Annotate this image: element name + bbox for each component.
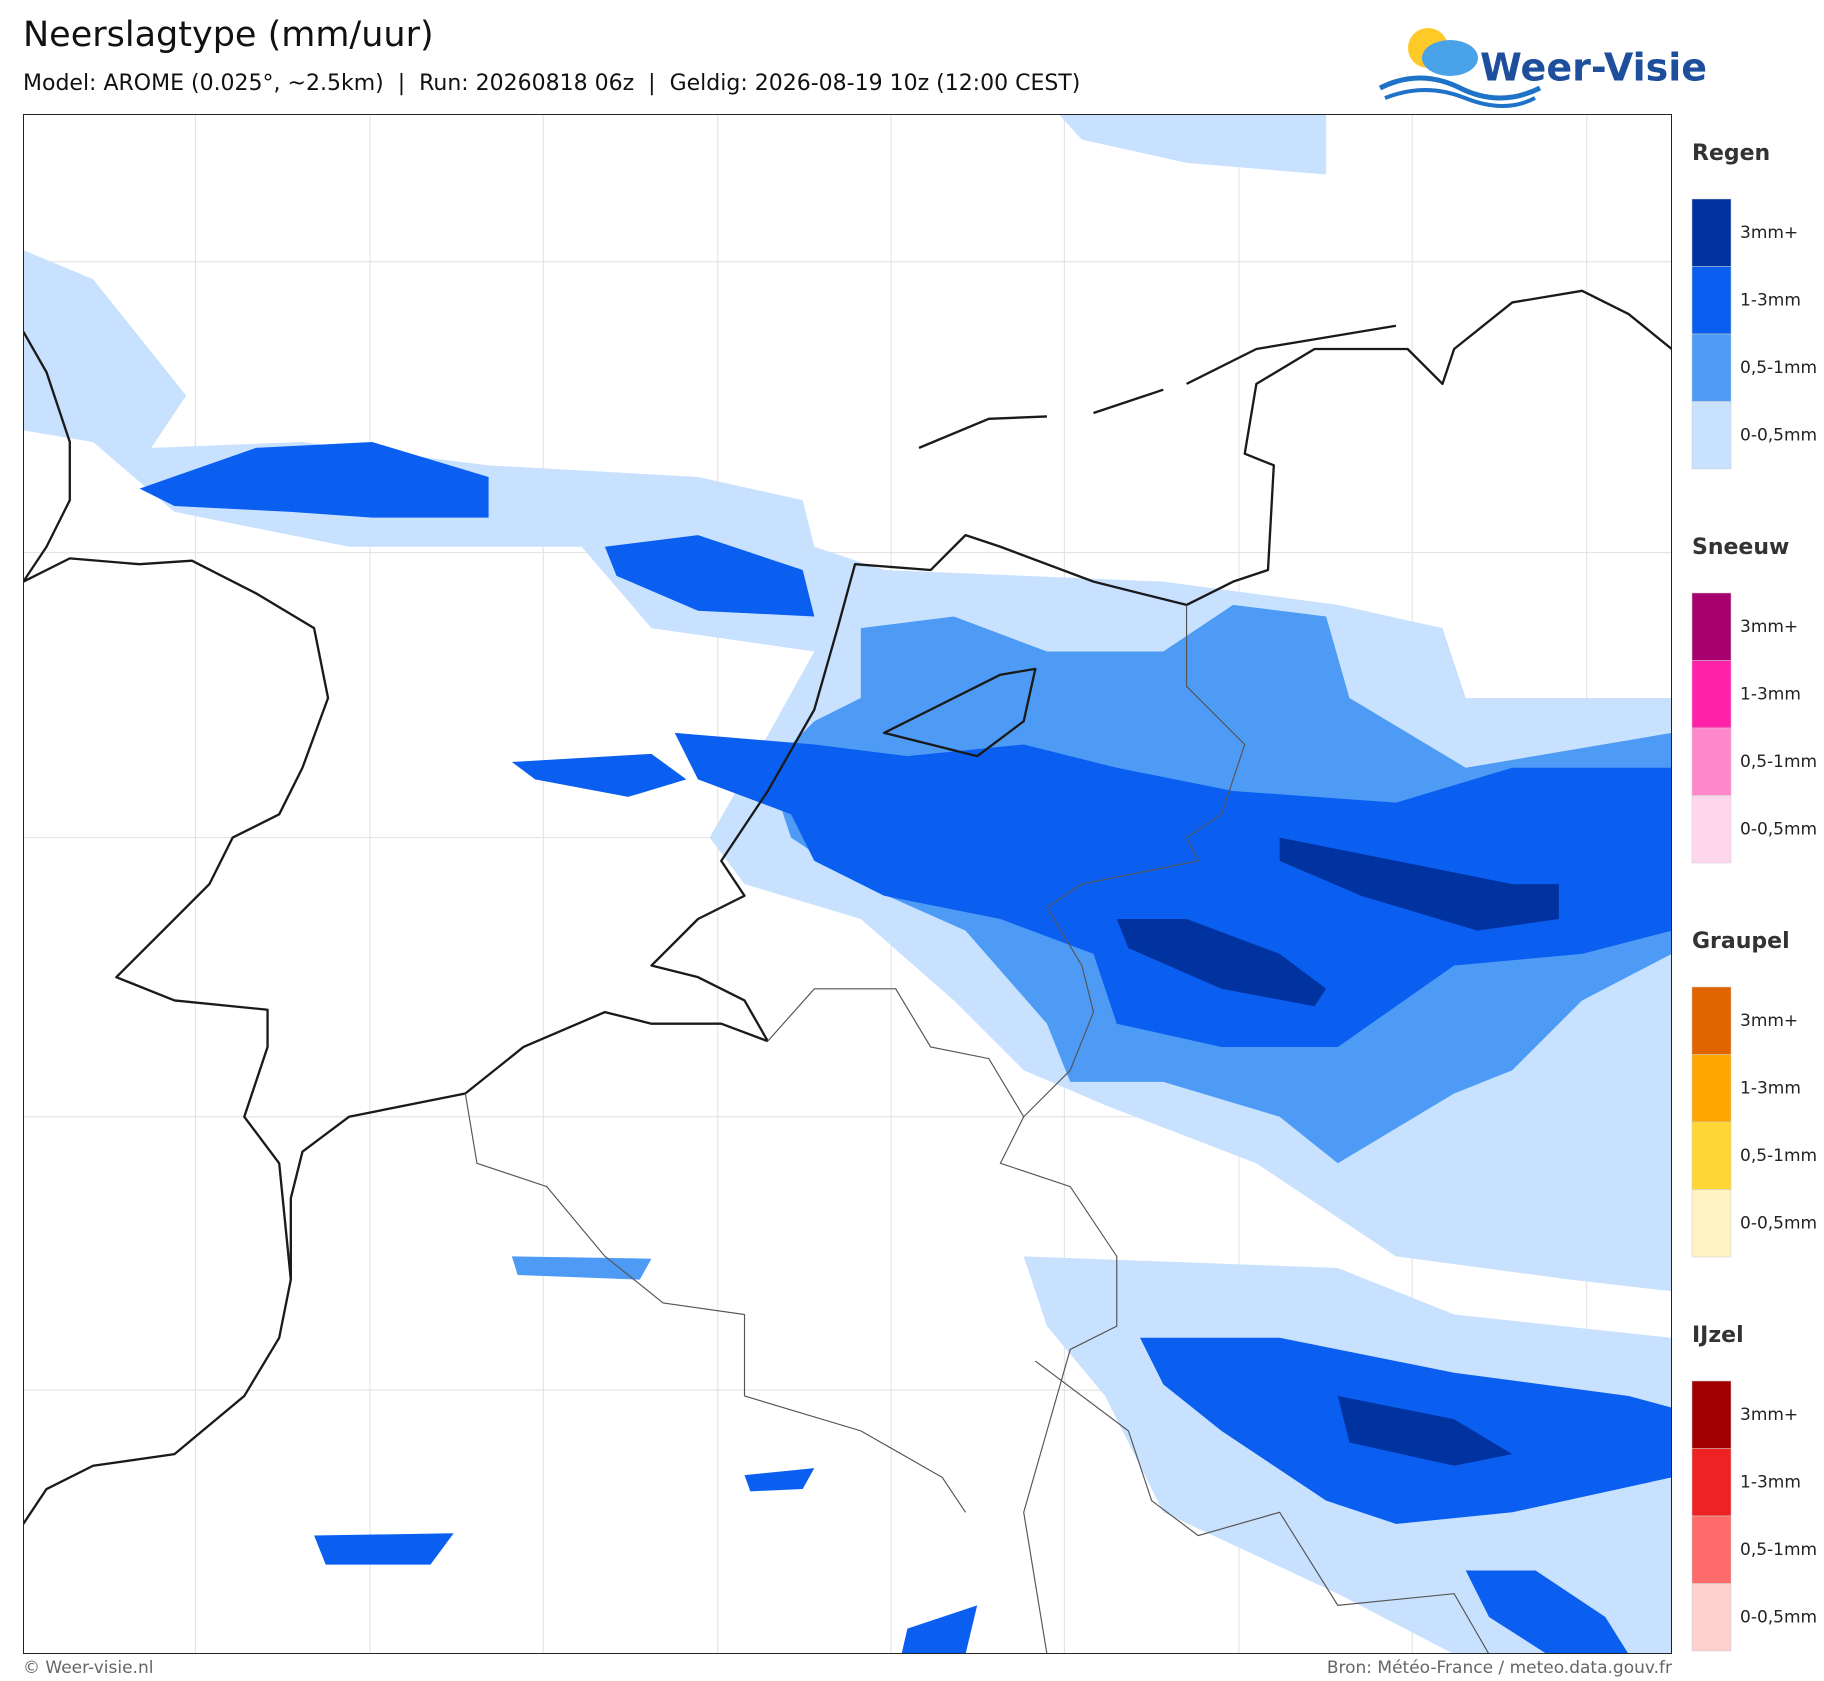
legend-label: 1-3mm — [1740, 1078, 1801, 1098]
legend-swatch — [1691, 795, 1732, 864]
legend-swatch — [1691, 198, 1732, 267]
legend-label: 0-0,5mm — [1740, 425, 1817, 445]
legend-swatch — [1691, 401, 1732, 470]
title: Neerslagtype (mm/uur) — [23, 15, 434, 55]
rain-area — [1465, 1570, 1629, 1654]
rain-area — [1337, 1395, 1513, 1466]
legend-label: 0,5-1mm — [1740, 752, 1817, 772]
legend-label: 0-0,5mm — [1740, 1607, 1817, 1627]
legend-label: 3mm+ — [1740, 1405, 1798, 1425]
legend-swatch — [1691, 660, 1732, 729]
map — [23, 114, 1672, 1654]
coastlines — [23, 289, 1672, 1525]
legend-label: 0,5-1mm — [1740, 358, 1817, 378]
rain-area — [674, 732, 1672, 1047]
legend-label: 3mm+ — [1740, 1011, 1798, 1031]
country-border — [767, 988, 1118, 1654]
legend-label: 0,5-1mm — [1740, 1146, 1817, 1166]
country-border — [1023, 604, 1246, 1118]
country-border — [464, 1093, 967, 1513]
legend-label: 1-3mm — [1740, 1472, 1801, 1492]
rain-area — [314, 1533, 454, 1565]
legend-swatch — [1691, 1189, 1732, 1258]
legend-label: 0-0,5mm — [1740, 1213, 1817, 1233]
logo-cloud — [1422, 40, 1478, 76]
legend-swatch — [1691, 986, 1732, 1055]
legend-swatch — [1691, 1121, 1732, 1190]
country-border — [1034, 1360, 1490, 1654]
legend-swatch — [1691, 727, 1732, 796]
coastline — [289, 1010, 769, 1280]
legend-swatch — [1691, 1583, 1732, 1652]
footer-right: Bron: Météo-France / meteo.data.gouv.fr — [1327, 1658, 1672, 1678]
legend-group-title: IJzel — [1692, 1323, 1744, 1348]
coastline — [23, 557, 330, 1525]
rain-area — [604, 535, 815, 617]
rain-area — [511, 753, 687, 797]
legend-swatch — [1691, 266, 1732, 335]
rain-area — [1116, 919, 1327, 1007]
legend-label: 0-0,5mm — [1740, 819, 1817, 839]
legend-label: 3mm+ — [1740, 223, 1798, 243]
coastline — [650, 289, 1672, 1042]
footer-left: © Weer-visie.nl — [23, 1658, 153, 1678]
legend-swatch — [1691, 592, 1732, 661]
map-content — [23, 114, 1672, 1654]
legend: Regen 3mm+ 1-3mm 0,5-1mm 0-0,5mm Sneeuw 3mm+ 1-… — [1691, 141, 1817, 1652]
rain-area — [139, 442, 489, 518]
logo-wave — [1378, 75, 1542, 101]
legend-label: 0,5-1mm — [1740, 1540, 1817, 1560]
legend-group-title: Sneeuw — [1692, 535, 1789, 560]
rain-area — [901, 1605, 978, 1654]
subtitle: Model: AROME (0.025°, ~2.5km) | Run: 202… — [23, 71, 1080, 96]
legend-label: 1-3mm — [1740, 684, 1801, 704]
legend-group-title: Graupel — [1692, 929, 1790, 954]
legend-label: 3mm+ — [1740, 617, 1798, 637]
logo: Weer-Visie — [1378, 28, 1707, 108]
legend-group-title: Regen — [1692, 141, 1770, 166]
rain-area — [511, 1256, 652, 1280]
logo-wave — [1384, 88, 1536, 108]
legend-swatch — [1691, 1448, 1732, 1517]
legend-swatch — [1691, 333, 1732, 402]
coastline — [882, 667, 1037, 758]
logo-text: Weer-Visie — [1480, 46, 1707, 90]
coastline — [23, 330, 71, 583]
island-chain — [918, 324, 1397, 449]
legend-label: 1-3mm — [1740, 290, 1801, 310]
legend-swatch — [1691, 1515, 1732, 1584]
legend-swatch — [1691, 1054, 1732, 1123]
rain-area — [744, 1468, 815, 1492]
rain-area — [1058, 114, 1327, 175]
rain-area — [1279, 837, 1559, 931]
borders — [464, 604, 1490, 1654]
legend-swatch — [1691, 1380, 1732, 1449]
